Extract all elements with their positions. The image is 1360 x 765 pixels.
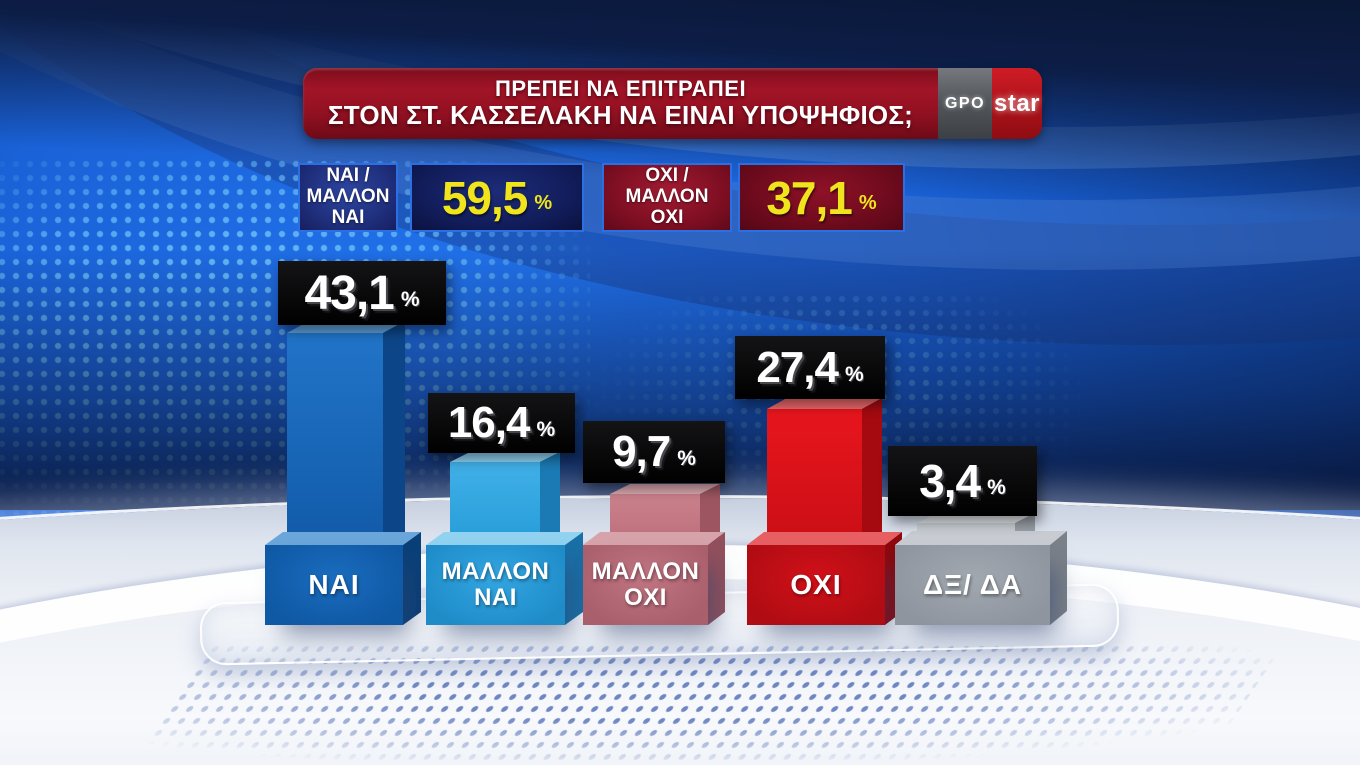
summary-yes-percent-sign: % (534, 192, 553, 214)
summary-yes-label-text: ΝΑΙ / ΜΑΛΛΟΝ ΝΑΙ (306, 165, 390, 228)
value-number: 3,4 (919, 455, 981, 507)
bar-category-label: ΟΧΙ (747, 545, 885, 625)
question-line-2: ΣΤΟΝ ΣΤ. ΚΑΣΣΕΛΑΚΗ ΝΑ ΕΙΝΑΙ ΥΠΟΨΗΦΙΟΣ; (328, 100, 913, 131)
bar-side-face (540, 452, 560, 555)
percent-sign: % (677, 447, 696, 470)
percent-sign: % (844, 362, 864, 386)
question-line-1: ΠΡΕΠΕΙ ΝΑ ΕΠΙΤΡΑΠΕΙ (494, 75, 747, 101)
summary-no-percent-sign: % (858, 192, 877, 214)
bar-side-face (862, 398, 882, 555)
pedestal-side-face (403, 532, 421, 625)
percent-sign: % (987, 476, 1006, 499)
bar-top-face (767, 398, 882, 409)
summary-yes-number: 59,5 (441, 171, 529, 224)
bar-category-label: ΜΑΛΛΟΝ ΝΑΙ (426, 545, 565, 625)
bar-top-face (610, 484, 720, 494)
question-text: ΠΡΕΠΕΙ ΝΑ ΕΠΙΤΡΑΠΕΙ ΣΤΟΝ ΣΤ. ΚΑΣΣΕΛΑΚΗ Ν… (303, 68, 938, 139)
pedestal-side-face (565, 532, 583, 625)
bar-side-face (383, 321, 405, 555)
pedestal-top-face (747, 532, 902, 545)
bar-top-face (450, 452, 560, 462)
summary-yes-label: ΝΑΙ / ΜΑΛΛΟΝ ΝΑΙ (298, 163, 398, 232)
value-number: 16,4 (447, 398, 531, 447)
value-number: 43,1 (304, 266, 394, 320)
value-callout-nai: 43,1 % (278, 261, 446, 325)
value-callout-dxda: 3,4 % (888, 446, 1037, 516)
pedestal-top-face (583, 532, 725, 545)
summary-no-label: ΟΧΙ / ΜΑΛΛΟΝ ΟΧΙ (602, 163, 732, 232)
value-callout-mallon-nai: 16,4 % (428, 393, 575, 453)
value-number: 27,4 (756, 342, 839, 392)
bar-category-label: ΝΑΙ (265, 545, 403, 625)
bar-category-label: ΔΞ/ ΔΑ (895, 545, 1050, 625)
bar-top-face (917, 513, 1035, 523)
summary-no-number: 37,1 (766, 171, 853, 224)
value-callout-mallon-oxi: 9,7 % (583, 421, 725, 483)
percent-sign: % (536, 418, 556, 441)
bar-front-face (287, 333, 383, 555)
bar-front-face (767, 409, 862, 555)
pedestal-top-face (265, 532, 421, 545)
percent-sign: % (400, 288, 420, 311)
pedestal-side-face (1050, 531, 1067, 625)
summary-no-label-text: ΟΧΙ / ΜΑΛΛΟΝ ΟΧΙ (625, 165, 709, 228)
bar-category-label: ΜΑΛΛΟΝ ΟΧΙ (583, 545, 708, 625)
pedestal-side-face (708, 532, 725, 625)
value-number: 9,7 (612, 427, 671, 476)
summary-no-value: 37,1 % (738, 163, 905, 232)
question-banner (303, 68, 1042, 139)
pedestal-top-face (895, 531, 1067, 545)
summary-yes-value: 59,5 % (410, 163, 584, 232)
value-callout-oxi: 27,4 % (735, 336, 885, 399)
star-channel-logo: star (992, 68, 1042, 139)
gpo-logo: GPO (938, 68, 992, 139)
pedestal-top-face (426, 532, 583, 545)
